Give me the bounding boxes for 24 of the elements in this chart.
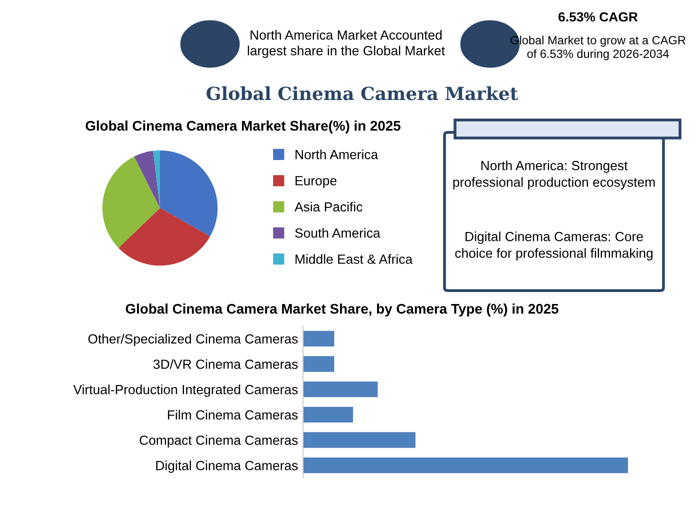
text: Global Cinema Camera Market (206, 86, 518, 100)
y-tick-label: Digital Cinema Cameras (156, 460, 298, 473)
bar (303, 432, 416, 448)
legend-label: Middle East & Africa (296, 254, 413, 264)
legend-label: Asia Pacific (294, 202, 362, 212)
y-tick-label: Compact Cinema Cameras (140, 435, 298, 448)
text: 6.53% CAGR (558, 12, 638, 22)
y-tick-label: 3D/VR Cinema Cameras (153, 359, 298, 369)
legend-label: South America (295, 228, 380, 238)
chart-title: Global Cinema Camera Market Share(%) in 2025 (86, 120, 400, 134)
legend-label: Europe (296, 176, 336, 188)
chart-title: Global Cinema Camera Market Share, by Camera Type (%) in 2025 (126, 304, 558, 316)
bar (303, 330, 334, 347)
text: Digital Cinema Cameras: Core choice for professional filmmaking (455, 232, 653, 260)
text: North America: Strongest professional production ecosystem (453, 160, 655, 190)
y-tick-label: Virtual-Production Integrated Cameras (73, 384, 298, 397)
y-tick-label: Other/Specialized Cinema Cameras (88, 334, 298, 346)
bar (303, 457, 628, 474)
y-tick-label: Film Cinema Cameras (168, 410, 298, 420)
legend-label: North America (296, 150, 378, 160)
bar (303, 381, 378, 398)
bar (303, 356, 334, 372)
bar (303, 406, 354, 423)
text: North America Market Accounted largest share in the Global Market (248, 30, 445, 58)
